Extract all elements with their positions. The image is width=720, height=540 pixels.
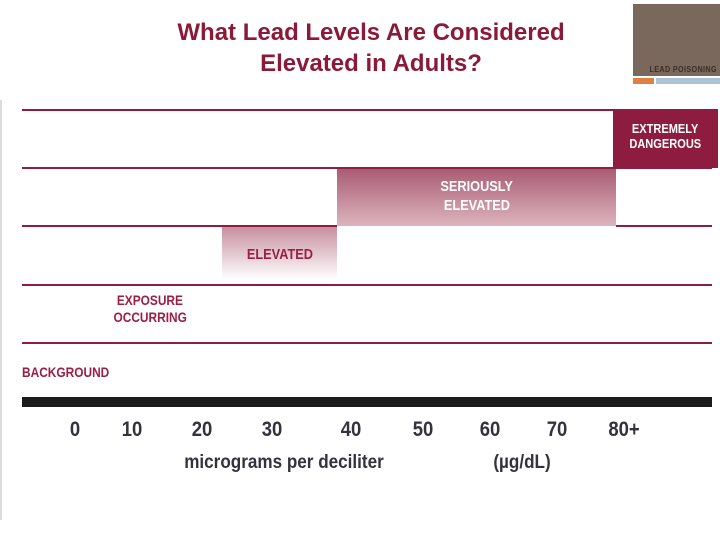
- row-line-4: [22, 284, 712, 286]
- band-exposure-occurring-label: EXPOSURE OCCURRING: [88, 292, 212, 326]
- lead-poisoning-logo: LEAD POISONING: [633, 4, 720, 76]
- row-line-2: [22, 167, 712, 169]
- band-seriously-elevated: SERIOUSLY ELEVATED: [337, 169, 616, 226]
- x-tick-20: 20: [191, 418, 213, 441]
- page-title-line1: What Lead Levels Are Considered: [177, 19, 565, 46]
- band-extremely-dangerous-label-line1: EXTREMELY: [632, 121, 699, 136]
- x-tick-60: 60: [479, 418, 501, 441]
- row-line-3-left: [22, 225, 337, 227]
- x-tick-80plus: 80+: [608, 418, 640, 441]
- page-title-line2: Elevated in Adults?: [260, 50, 482, 77]
- x-tick-30: 30: [261, 418, 283, 441]
- x-tick-10: 10: [121, 418, 143, 441]
- band-background-label: BACKGROUND: [22, 364, 110, 380]
- band-seriously-elevated-label-line1: SERIOUSLY: [440, 178, 513, 195]
- logo-orange-block: [633, 78, 654, 84]
- page-title: What Lead Levels Are Considered Elevated…: [91, 17, 651, 79]
- x-tick-70: 70: [546, 418, 568, 441]
- background-baseline-bar: [22, 397, 712, 407]
- x-axis-label: micrograms per deciliter: [184, 452, 384, 473]
- logo-caption: LEAD POISONING: [649, 65, 717, 74]
- slide-left-edge: [0, 100, 2, 520]
- x-tick-50: 50: [412, 418, 434, 441]
- row-line-3-right: [616, 225, 712, 227]
- band-elevated: ELEVATED: [222, 227, 337, 284]
- band-seriously-elevated-label-line2: ELEVATED: [443, 197, 510, 214]
- x-tick-0: 0: [69, 418, 81, 441]
- exposure-label-line1: EXPOSURE: [116, 292, 184, 308]
- row-line-5: [22, 342, 712, 344]
- logo-blue-block: [656, 78, 720, 84]
- band-extremely-dangerous-label-line2: DANGEROUS: [629, 136, 702, 151]
- band-elevated-label: ELEVATED: [246, 246, 313, 263]
- band-extremely-dangerous: EXTREMELY DANGEROUS: [613, 109, 718, 168]
- row-line-top: [22, 109, 613, 111]
- exposure-label-line2: OCCURRING: [113, 309, 187, 325]
- x-axis-unit: (µg/dL): [493, 452, 551, 473]
- x-tick-40: 40: [340, 418, 362, 441]
